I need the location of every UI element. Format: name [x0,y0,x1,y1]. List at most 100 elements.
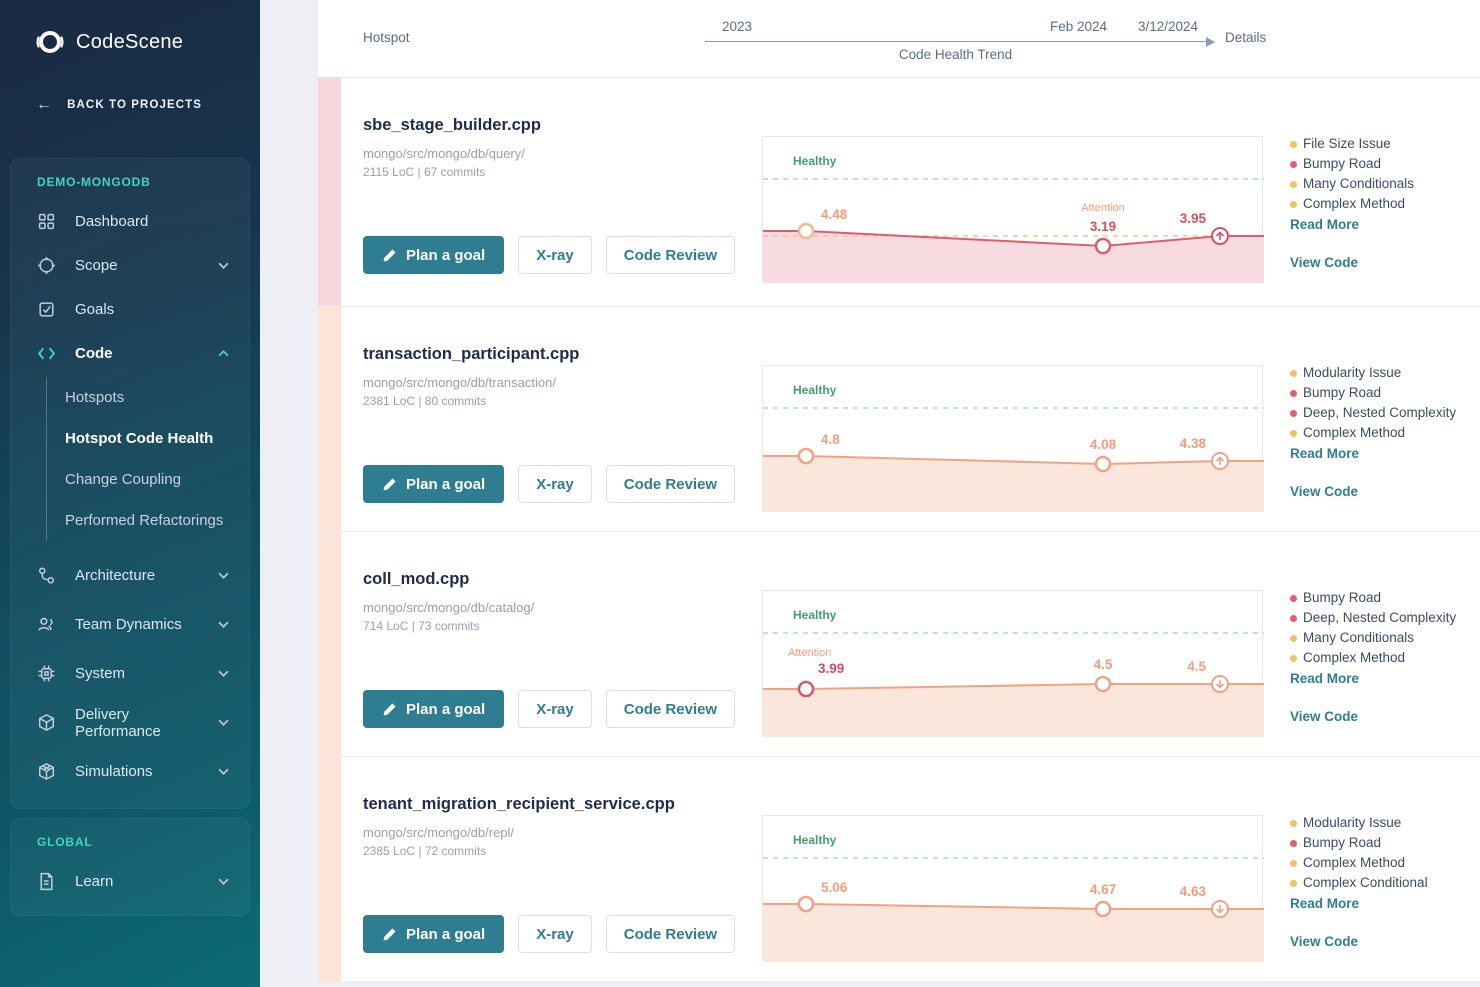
issue-list: Modularity Issue Bumpy Road Deep, Nested C… [1290,363,1475,443]
plan-a-goal-button[interactable]: Plan a goal [363,465,505,503]
data-point-value: 4.08 [1090,437,1117,452]
hotspot-row: tenant_migration_recipient_service.cpp m… [318,757,1480,982]
sidebar-item-change-coupling[interactable]: Change Coupling [65,459,249,500]
x-ray-button[interactable]: X-ray [518,915,592,953]
sidebar-item-code[interactable]: Code [11,331,249,375]
severity-stripe [318,78,341,306]
attention-label: Attention [788,647,831,659]
x-ray-button[interactable]: X-ray [518,236,592,274]
code-health-trend-chart-box: Healthy 4.8 4.08 4.38 [762,365,1264,512]
hotspot-column-header: Hotspot [363,30,410,45]
view-code-link[interactable]: View Code [1290,255,1359,270]
trend-area [763,684,1264,737]
chevron-down-icon[interactable] [218,262,229,269]
chevron-down-icon[interactable] [218,670,229,677]
global-heading: GLOBAL [37,835,93,849]
timeline-end-label: 3/12/2024 [1138,19,1199,34]
view-code-link[interactable]: View Code [1290,709,1359,724]
hotspot-row: sbe_stage_builder.cpp mongo/src/mongo/db… [318,78,1480,307]
sidebar-item-performed-refactorings[interactable]: Performed Refactorings [65,500,249,541]
sidebar-item-architecture[interactable]: Architecture [11,551,249,600]
issue-label: Bumpy Road [1303,385,1382,400]
sidebar-item-label: Architecture [75,567,156,584]
code-review-button[interactable]: Code Review [605,915,736,953]
issue-item: Complex Method [1290,648,1475,668]
code-review-button[interactable]: Code Review [605,690,736,728]
pencil-icon [383,249,396,261]
data-point-marker [1094,237,1112,255]
severity-stripe [318,757,341,981]
issue-severity-dot [1290,140,1297,148]
plan-a-goal-label: Plan a goal [406,925,486,943]
x-ray-button[interactable]: X-ray [518,690,592,728]
sidebar-item-goals[interactable]: Goals [11,287,249,331]
issue-severity-dot [1290,879,1297,887]
x-ray-button[interactable]: X-ray [518,465,592,503]
file-name: tenant_migration_recipient_service.cpp [363,795,675,813]
sidebar-item-learn[interactable]: Learn [11,859,249,903]
data-point-value: 4.67 [1090,882,1116,897]
chevron-down-icon[interactable] [218,878,229,885]
row-actions: Plan a goal X-ray Code Review [363,690,736,728]
learn-icon [40,872,53,890]
healthy-label: Healthy [793,383,837,397]
issue-item: Bumpy Road [1290,833,1475,853]
back-to-projects-link[interactable]: ← BACK TO PROJECTS [36,96,260,114]
file-path: mongo/src/mongo/db/query/ [363,146,525,161]
data-point-value: 3.99 [818,661,844,676]
data-point-value: 3.19 [1090,219,1116,234]
team-dynamics-icon [38,617,53,631]
read-more-link[interactable]: Read More [1290,446,1360,461]
plan-a-goal-button[interactable]: Plan a goal [363,690,505,728]
issue-item: Many Conditionals [1290,174,1475,194]
plan-a-goal-button[interactable]: Plan a goal [363,236,505,274]
view-code-link[interactable]: View Code [1290,484,1359,499]
app-logo: CodeScene [0,0,260,58]
sidebar-item-label: Hotspots [65,389,125,406]
issue-severity-dot [1290,200,1297,208]
dashboard-icon [38,213,55,229]
issue-severity-dot [1290,819,1297,827]
sidebar-item-system[interactable]: System [11,649,249,698]
row-actions: Plan a goal X-ray Code Review [363,915,736,953]
sidebar-item-simulations[interactable]: Simulations [11,747,249,796]
sidebar-item-team-dynamics[interactable]: Team Dynamics [11,600,249,649]
timeline-axis [705,41,1206,42]
scope-icon [38,256,55,274]
sidebar-item-dashboard[interactable]: Dashboard [11,199,249,243]
sidebar-item-delivery-performance[interactable]: Delivery Performance [11,698,249,747]
sidebar-item-hotspot-code-health[interactable]: Hotspot Code Health [65,418,249,459]
chevron-down-icon[interactable] [218,719,229,726]
plan-a-goal-label: Plan a goal [406,700,486,718]
data-point-marker [797,222,815,240]
chevron-up-icon[interactable] [218,349,229,357]
issue-severity-dot [1290,429,1297,437]
sidebar: CodeScene ← BACK TO PROJECTS DEMO-MONGOD… [0,0,260,987]
file-meta: 2381 LoC | 80 commits [363,394,487,408]
issue-list: Modularity Issue Bumpy Road Complex Method… [1290,813,1475,893]
chevron-down-icon[interactable] [218,621,229,628]
issue-severity-dot [1290,369,1297,377]
issue-list: File Size Issue Bumpy Road Many Conditiona… [1290,134,1475,214]
plan-a-goal-button[interactable]: Plan a goal [363,915,505,953]
chevron-down-icon[interactable] [218,572,229,579]
sidebar-item-label: Hotspot Code Health [65,430,214,447]
sidebar-item-hotspots[interactable]: Hotspots [65,377,249,418]
data-point-marker [797,895,815,913]
chevron-down-icon[interactable] [218,768,229,775]
code-review-button[interactable]: Code Review [605,465,736,503]
code-health-trend-chart: Healthy 5.06 4.67 4.63 [763,833,1264,962]
issue-item: File Size Issue [1290,134,1475,154]
file-path: mongo/src/mongo/db/repl/ [363,825,515,840]
read-more-link[interactable]: Read More [1290,671,1360,686]
issue-severity-dot [1290,859,1297,867]
read-more-link[interactable]: Read More [1290,217,1360,232]
sidebar-item-scope[interactable]: Scope [11,243,249,287]
plan-a-goal-label: Plan a goal [406,475,486,493]
read-more-link[interactable]: Read More [1290,896,1360,911]
hotspot-row: coll_mod.cpp mongo/src/mongo/db/catalog/… [318,532,1480,757]
row-actions: Plan a goal X-ray Code Review [363,236,736,274]
code-review-button[interactable]: Code Review [605,236,736,274]
data-point-marker [797,447,815,465]
view-code-link[interactable]: View Code [1290,934,1359,949]
